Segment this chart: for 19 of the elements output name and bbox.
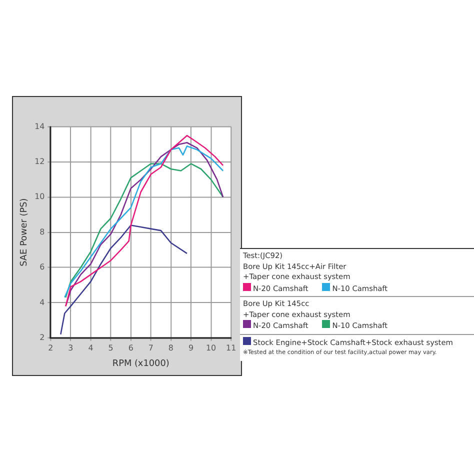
y-axis-title: SAE Power (PS) <box>20 198 30 266</box>
x-tick-label: 10 <box>206 344 216 353</box>
x-tick-label: 8 <box>168 344 174 353</box>
x-tick-label: 2 <box>48 344 54 353</box>
x-tick-label: 9 <box>188 344 194 353</box>
y-tick-label: 10 <box>34 192 45 202</box>
x-tick-label: 3 <box>68 344 74 353</box>
x-tick-label: 5 <box>108 344 114 353</box>
y-tick-label: 6 <box>40 262 45 272</box>
x-tick-label: 4 <box>88 344 94 353</box>
y-tick-label: 8 <box>40 227 45 236</box>
y-tick-label: 4 <box>40 298 45 307</box>
y-tick-label: 12 <box>34 157 45 166</box>
y-tick-label: 2 <box>40 332 45 342</box>
x-tick-label: 7 <box>148 344 154 353</box>
y-tick-label: 14 <box>34 122 45 131</box>
x-tick-label: 11 <box>226 344 236 353</box>
x-axis-title: RPM (x1000) <box>112 359 170 370</box>
x-tick-label: 6 <box>128 344 134 353</box>
